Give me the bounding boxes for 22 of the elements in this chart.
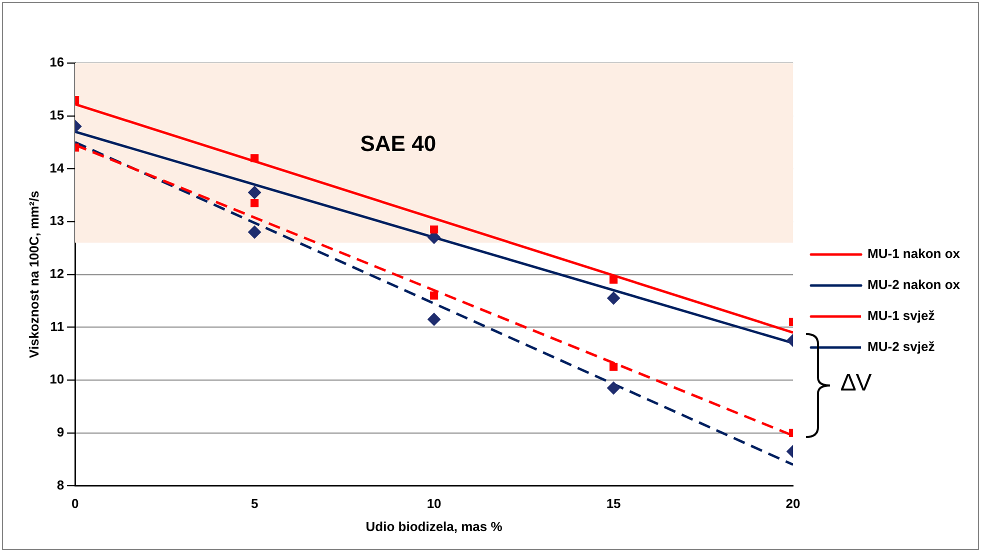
y-tick-label: 11 (50, 318, 64, 334)
x-tick-label: 0 (71, 496, 79, 512)
legend-label: MU-1 svjež (868, 308, 936, 324)
y-axis-title: Viskoznost na 100C, mm²/s (26, 190, 42, 358)
y-tick-label: 15 (50, 107, 64, 122)
y-tick-label: 10 (50, 372, 64, 387)
legend-label: MU-1 nakon ox (868, 246, 961, 262)
legend-label: MU-2 svjež (868, 339, 936, 354)
y-tick-label: 8 (56, 477, 64, 492)
band-label: SAE 40 (360, 130, 436, 156)
y-tick-label: 14 (50, 160, 65, 176)
y-tick-label: 9 (56, 424, 64, 440)
x-tick-label: 20 (786, 496, 800, 512)
x-tick-label: 5 (250, 496, 258, 512)
y-tick-label: 16 (50, 54, 64, 70)
y-tick-label: 12 (50, 266, 64, 281)
x-tick-label: 15 (606, 496, 621, 512)
x-axis-title: Udio biodizela, mas % (366, 518, 503, 534)
legend-label: MU-2 nakon ox (868, 277, 961, 292)
text: ∆V (841, 370, 872, 397)
y-tick-label: 13 (50, 213, 64, 228)
x-tick-label: 10 (426, 496, 442, 512)
